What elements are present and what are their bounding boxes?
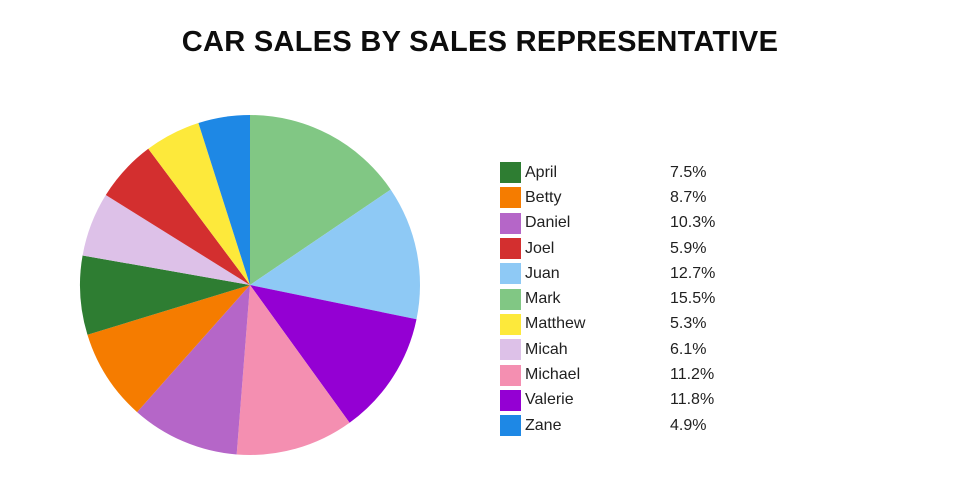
legend-label: Micah: [525, 340, 568, 358]
legend-value: 8.7%: [670, 188, 707, 206]
legend-label: Mark: [525, 290, 561, 308]
legend-swatch: [500, 288, 521, 310]
pie-slice-daniel: [137, 285, 250, 455]
legend-swatch: [500, 364, 521, 386]
legend-value: 10.3%: [670, 214, 716, 232]
legend-value: 11.8%: [670, 391, 715, 409]
legend-label: Michael: [525, 366, 581, 384]
chart-title: CAR SALES BY SALES REPRESENTATIVE: [181, 26, 779, 58]
legend-swatch: [500, 187, 521, 209]
legend: April 7.5% Betty 8.7% Daniel 10.3% Joel 5.9% Jua…: [500, 160, 715, 438]
pie-slice-micah: [82, 194, 250, 285]
legend-value: 6.1%: [670, 340, 707, 358]
legend-item-betty: Betty 8.7%: [500, 185, 715, 210]
legend-value: 5.9%: [670, 239, 707, 257]
legend-label: Juan: [525, 264, 560, 282]
pie-slice-valerie: [250, 285, 417, 423]
pie-slice-juan: [250, 189, 420, 320]
legend-item-matthew: Matthew 5.3%: [500, 312, 715, 337]
legend-item-michael: Michael 11.2%: [500, 362, 715, 387]
legend-swatch: [500, 263, 521, 285]
legend-swatch: [500, 415, 521, 437]
legend-value: 12.7%: [670, 264, 716, 282]
legend-item-daniel: Daniel 10.3%: [500, 211, 715, 236]
legend-item-april: April 7.5%: [500, 160, 715, 185]
pie-slice-michael: [236, 285, 350, 455]
legend-item-zane: Zane 4.9%: [500, 413, 715, 438]
legend-swatch: [500, 212, 521, 234]
legend-swatch: [500, 162, 521, 184]
legend-item-valerie: Valerie 11.8%: [500, 388, 715, 413]
legend-label: Matthew: [525, 315, 586, 333]
legend-value: 15.5%: [670, 290, 716, 308]
pie-slice-matthew: [148, 123, 250, 285]
legend-value: 4.9%: [670, 416, 707, 434]
pie-slice-joel: [105, 148, 250, 285]
legend-item-mark: Mark 15.5%: [500, 286, 715, 311]
legend-value: 7.5%: [670, 163, 707, 181]
legend-label: Joel: [525, 239, 555, 257]
pie-chart: [79, 115, 420, 455]
legend-label: Zane: [525, 416, 562, 434]
legend-label: Betty: [525, 188, 562, 206]
legend-label: April: [525, 163, 558, 181]
legend-value: 5.3%: [670, 315, 707, 333]
legend-swatch: [500, 389, 521, 411]
legend-value: 11.2%: [670, 366, 715, 384]
pie-slice-betty: [87, 285, 250, 413]
legend-item-joel: Joel 5.9%: [500, 236, 715, 261]
legend-label: Valerie: [525, 391, 574, 409]
pie-slice-zane: [198, 115, 250, 285]
pie-slice-april: [79, 255, 250, 335]
legend-swatch: [500, 313, 521, 335]
legend-item-micah: Micah 6.1%: [500, 337, 715, 362]
legend-item-juan: Juan 12.7%: [500, 261, 715, 286]
legend-label: Daniel: [525, 214, 571, 232]
pie-slice-mark: [250, 115, 391, 285]
legend-swatch: [500, 238, 521, 260]
legend-swatch: [500, 339, 521, 361]
